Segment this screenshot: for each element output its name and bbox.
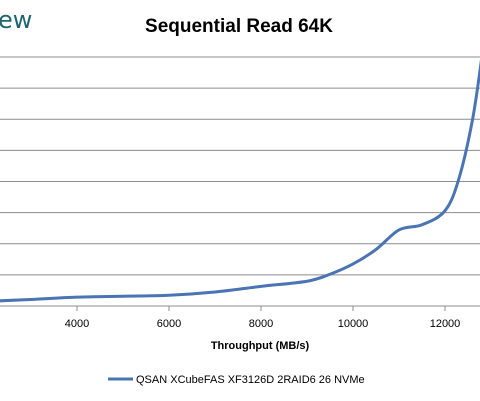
x-tick-label: 6000 <box>157 318 181 330</box>
series-lines <box>0 59 480 303</box>
x-tick-labels: 4000 6000 8000 10000 12000 <box>65 306 461 330</box>
gridlines <box>0 56 480 276</box>
chart-title: Sequential Read 64K <box>145 16 333 37</box>
x-tick-label: 8000 <box>249 318 273 330</box>
series-line <box>0 59 480 303</box>
legend-label: QSAN XCubeFAS XF3126D 2RAID6 26 NVMe <box>136 374 365 386</box>
logo-text: ew <box>0 6 32 34</box>
legend: QSAN XCubeFAS XF3126D 2RAID6 26 NVMe <box>108 374 365 386</box>
x-axis-label: Throughput (MB/s) <box>211 340 310 352</box>
x-tick-label: 12000 <box>430 318 461 330</box>
x-tick-label: 4000 <box>65 318 89 330</box>
x-tick-label: 10000 <box>338 318 369 330</box>
